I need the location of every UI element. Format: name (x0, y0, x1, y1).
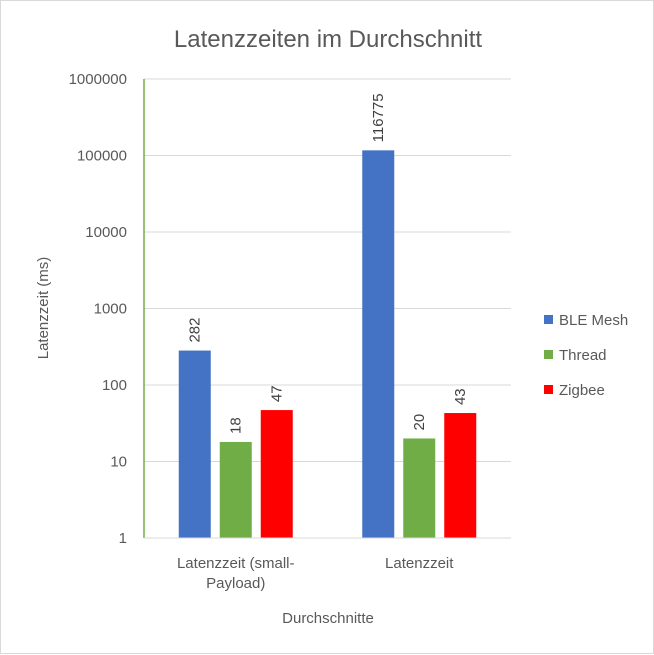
x-axis-title: Durchschnitte (282, 610, 374, 627)
bar (260, 410, 293, 538)
legend-swatch (544, 350, 553, 359)
legend-swatch (544, 385, 553, 394)
legend: BLE Mesh Thread Zigbee (544, 312, 628, 399)
y-tick-label: 1000000 (69, 71, 127, 88)
y-axis-title: Latenzzeit (ms) (35, 257, 52, 360)
y-tick-label: 10000 (85, 224, 127, 241)
bar (219, 441, 252, 538)
x-axis: Latenzzeit (small- Payload) Latenzzeit (144, 537, 511, 592)
y-tick-label: 100 (102, 377, 127, 394)
data-label: 43 (452, 388, 469, 405)
bar (444, 413, 477, 538)
y-tick-label: 1 (119, 530, 127, 547)
y-tick-label: 1000 (94, 301, 127, 318)
data-label: 20 (411, 414, 428, 431)
y-tick-label: 10 (110, 454, 127, 471)
data-labels: 282 18 47 116775 20 43 (187, 93, 470, 434)
bar (403, 438, 436, 538)
chart-title: Latenzzeiten im Durchschnitt (174, 26, 482, 53)
bar (178, 350, 211, 538)
x-tick-label: Latenzzeit (385, 555, 454, 572)
y-axis: 1 10 100 1000 10000 100000 1000000 (69, 71, 145, 547)
data-label: 116775 (370, 93, 387, 142)
data-label: 47 (269, 385, 286, 402)
bar (362, 150, 395, 539)
x-tick-label: Payload) (206, 575, 265, 592)
data-label: 282 (187, 318, 204, 343)
bars (178, 150, 477, 539)
legend-label: Zigbee (559, 382, 605, 399)
data-label: 18 (228, 417, 245, 434)
legend-label: Thread (559, 347, 607, 364)
legend-label: BLE Mesh (559, 312, 628, 329)
legend-swatch (544, 315, 553, 324)
y-tick-label: 100000 (77, 148, 127, 165)
x-tick-label: Latenzzeit (small- (177, 555, 295, 572)
